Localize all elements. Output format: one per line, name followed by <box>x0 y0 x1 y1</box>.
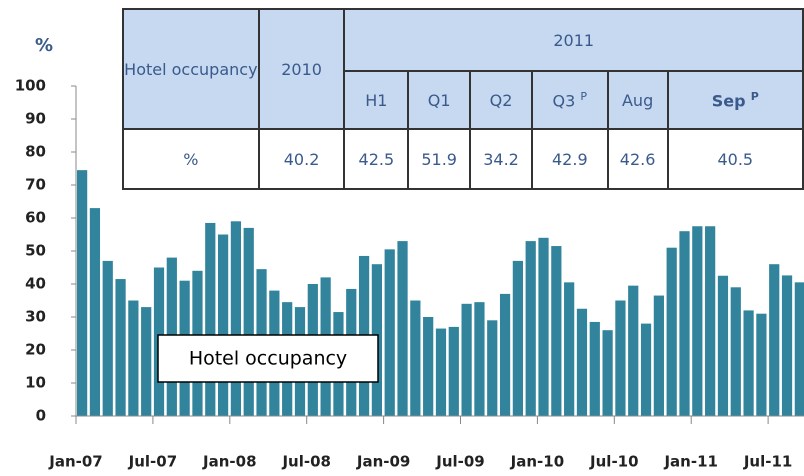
column-label: Aug <box>621 90 654 110</box>
bar <box>756 313 767 416</box>
bar <box>602 330 613 416</box>
y-axis-label: % <box>35 35 53 56</box>
column-label: Q1 <box>427 90 451 110</box>
bar <box>141 307 152 416</box>
bar <box>474 302 485 416</box>
column-label: Q3 <box>552 91 576 111</box>
unit-cell: % <box>122 128 260 190</box>
y-tick-label: 40 <box>25 275 46 293</box>
bar <box>615 300 626 416</box>
x-tick-label: Jan-09 <box>356 453 410 471</box>
bar <box>769 264 780 416</box>
value-cell: 42.5 <box>343 128 410 190</box>
bar <box>243 227 254 416</box>
bar <box>692 226 703 416</box>
summary-table: Hotel occupancy 2010 2011 H1 Q1 Q2 Q3 P Aug S… <box>122 8 804 190</box>
bar <box>730 287 741 416</box>
bar <box>410 300 421 416</box>
bar <box>89 208 101 416</box>
x-tick-label: Jan-08 <box>202 453 256 471</box>
column-header: Aug <box>606 70 669 130</box>
value-cell: 34.2 <box>469 128 533 190</box>
x-tick-label: Jan-10 <box>510 453 564 471</box>
bar <box>102 260 113 416</box>
bar <box>679 231 690 416</box>
bar <box>217 234 229 416</box>
column-label: Sep <box>711 91 746 111</box>
x-tick-label: Jul-08 <box>281 453 331 471</box>
bar <box>794 282 804 416</box>
value-cell: 40.2 <box>257 128 346 190</box>
bar <box>538 237 549 416</box>
x-tick-label: Jul-09 <box>435 453 485 471</box>
year-header: 2011 <box>343 8 804 72</box>
bar <box>705 226 716 416</box>
bar <box>666 247 677 416</box>
value-cell: 40.5 <box>666 128 804 190</box>
row-header: Hotel occupancy <box>122 8 260 130</box>
x-tick-label: Jul-07 <box>128 453 178 471</box>
y-tick-label: 10 <box>25 374 46 392</box>
value-cell: 42.9 <box>530 128 609 190</box>
bar <box>640 323 652 416</box>
bar <box>653 295 664 416</box>
bar <box>230 221 242 416</box>
y-tick-label: 50 <box>25 242 46 260</box>
column-label: Q2 <box>489 90 513 110</box>
bar <box>743 310 754 416</box>
bar <box>205 222 216 416</box>
bar <box>115 279 126 416</box>
bar <box>564 282 575 416</box>
value-cell: 42.6 <box>606 128 669 190</box>
bar <box>576 308 588 416</box>
bar <box>435 328 447 416</box>
y-tick-label: 70 <box>25 176 46 194</box>
bar <box>717 275 729 416</box>
bar <box>397 241 408 416</box>
x-tick-label: Jul-11 <box>743 453 793 471</box>
x-tick-label: Jan-07 <box>48 453 102 471</box>
y-tick-label: 90 <box>25 110 46 128</box>
column-superscript: P <box>750 89 759 103</box>
bar <box>499 293 511 416</box>
bar <box>781 275 793 416</box>
y-tick-label: 30 <box>25 308 46 326</box>
year-header: 2010 <box>257 8 346 130</box>
bar <box>128 300 139 416</box>
bar <box>487 320 498 416</box>
y-tick-label: 80 <box>25 143 46 161</box>
y-tick-label: 60 <box>25 209 46 227</box>
bar <box>423 317 434 416</box>
y-tick-label: 0 <box>36 407 46 425</box>
bar <box>589 321 600 416</box>
y-tick-label: 100 <box>15 77 46 95</box>
bar <box>461 303 472 416</box>
bar <box>448 326 459 416</box>
column-header: Sep P <box>666 70 804 130</box>
column-header: H1 <box>343 70 410 130</box>
bar <box>525 241 536 416</box>
legend-label: Hotel occupancy <box>189 348 347 370</box>
bar <box>384 249 395 416</box>
column-header: Q3 P <box>530 70 609 130</box>
bar <box>77 170 88 416</box>
column-header: Q1 <box>407 70 472 130</box>
legend-box <box>157 334 379 383</box>
x-tick-label: Jan-11 <box>663 453 717 471</box>
column-header: Q2 <box>469 70 533 130</box>
bar <box>628 285 639 416</box>
column-label: H1 <box>365 90 388 110</box>
column-superscript: P <box>580 89 588 103</box>
bar <box>551 246 562 416</box>
y-tick-label: 20 <box>25 341 46 359</box>
bar <box>512 260 523 416</box>
x-tick-label: Jul-10 <box>589 453 639 471</box>
value-cell: 51.9 <box>407 128 472 190</box>
